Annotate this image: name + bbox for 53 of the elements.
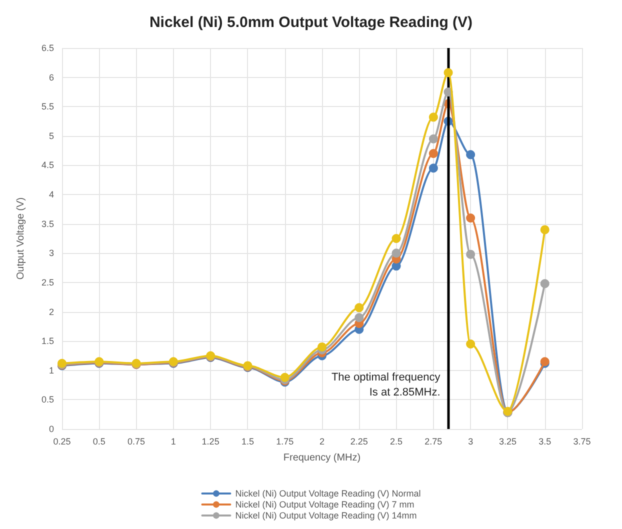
y-tick-label: 0 xyxy=(48,424,54,434)
point xyxy=(354,313,364,322)
legend-label: Nickel (Ni) Output Voltage Reading (V) 14mm xyxy=(235,510,417,520)
point xyxy=(540,225,550,234)
point xyxy=(318,342,326,352)
point xyxy=(466,250,476,259)
y-tick-label: 5 xyxy=(48,130,54,141)
x-tick-label: 1.25 xyxy=(202,436,220,446)
point xyxy=(444,68,453,78)
x-tick-label: 2 xyxy=(319,436,325,446)
y-tick-label: 3.5 xyxy=(41,218,54,229)
x-tick-label: 3.25 xyxy=(498,436,516,446)
x-tick-label: 2.25 xyxy=(350,436,368,446)
point xyxy=(428,164,438,173)
annotation: The optimal frequency Is at 2.85MHz. xyxy=(331,372,441,399)
y-tick-label: 0.5 xyxy=(41,394,54,405)
point xyxy=(392,234,401,243)
chart-title: Nickel (Ni) 5.0mm Output Voltage Reading (V) xyxy=(149,14,473,31)
point xyxy=(428,112,438,122)
x-tick-label: 3.75 xyxy=(573,436,591,446)
point xyxy=(466,340,476,349)
x-tick-label: 2.75 xyxy=(424,436,442,446)
x-tick-label: 2.5 xyxy=(390,436,403,446)
point xyxy=(280,372,290,382)
point xyxy=(392,248,401,258)
y-tick-label: 2.5 xyxy=(41,277,54,288)
x-tick-label: 3.5 xyxy=(538,436,552,446)
y-tick-label: 3 xyxy=(48,248,54,258)
x-axis-title: Frequency (MHz) xyxy=(283,452,361,464)
y-tick-label: 6 xyxy=(48,72,54,82)
y-tick-label: 1 xyxy=(48,365,54,376)
x-tick-label: 1.75 xyxy=(276,436,294,446)
y-tick-label: 4 xyxy=(48,190,54,200)
y-tick-label: 1.5 xyxy=(41,336,54,346)
point xyxy=(540,279,550,288)
point xyxy=(466,213,476,222)
x-tick-label: 0.5 xyxy=(92,436,106,446)
point xyxy=(428,149,438,158)
point xyxy=(354,303,364,312)
x-tick-label: 1 xyxy=(170,436,176,446)
y-tick-label: 2 xyxy=(48,306,54,317)
y-tick-label: 5.5 xyxy=(41,102,54,112)
y-tick-label: 6.5 xyxy=(41,43,54,53)
x-tick-label: 3 xyxy=(468,436,474,446)
y-axis-title: Output Voltage (V) xyxy=(16,197,26,280)
legend-label: Nickel (Ni) Output Voltage Reading (V) 7 mm xyxy=(235,500,414,510)
x-tick-label: 0.75 xyxy=(128,436,146,446)
point xyxy=(428,134,438,144)
point xyxy=(466,150,476,160)
y-tick-label: 4.5 xyxy=(41,160,54,170)
x-tick-label: 0.25 xyxy=(53,436,71,446)
legend-label: Nickel (Ni) Output Voltage Reading (V) Normal xyxy=(235,488,421,498)
x-tick-label: 1.5 xyxy=(241,436,254,446)
